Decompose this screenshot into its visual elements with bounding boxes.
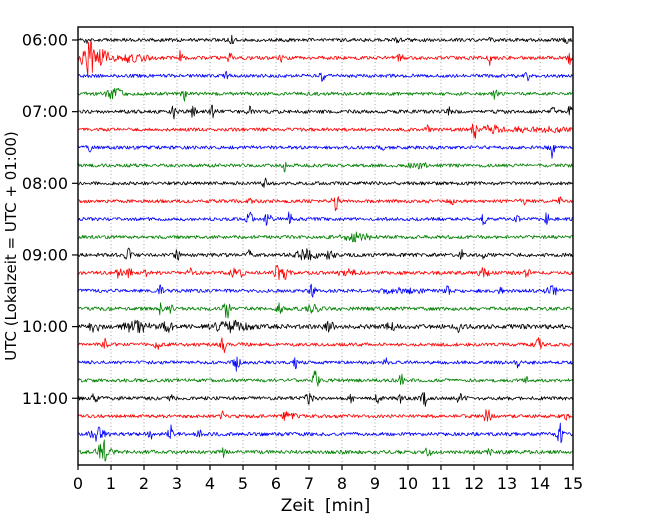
x-tick-label: 5 bbox=[238, 474, 248, 493]
y-tick-label: 09:00 bbox=[22, 245, 68, 264]
y-tick-label: 10:00 bbox=[22, 317, 68, 336]
seismic-traces bbox=[77, 34, 574, 462]
y-tick-label: 11:00 bbox=[22, 389, 68, 408]
x-tick-label: 0 bbox=[73, 474, 83, 493]
trace-06:00 bbox=[77, 34, 574, 45]
x-tick-label: 11 bbox=[431, 474, 451, 493]
x-tick-label: 3 bbox=[172, 474, 182, 493]
trace-08:45 bbox=[77, 231, 574, 243]
trace-09:30 bbox=[77, 283, 574, 298]
x-tick-label: 14 bbox=[530, 474, 550, 493]
trace-08:00 bbox=[77, 177, 574, 188]
x-tick-label: 7 bbox=[304, 474, 314, 493]
trace-07:45 bbox=[77, 161, 574, 173]
trace-10:30 bbox=[77, 356, 574, 372]
x-axis-label: Zeit [min] bbox=[281, 496, 371, 516]
trace-11:30 bbox=[77, 422, 574, 444]
trace-07:15 bbox=[78, 123, 574, 139]
trace-11:15 bbox=[77, 409, 574, 422]
trace-07:00 bbox=[77, 104, 574, 120]
x-axis-ticks: 0 1 2 3 4 5 6 7 8 9 10 11 12 13 14 15 bbox=[73, 465, 583, 493]
trace-10:45 bbox=[77, 370, 574, 387]
x-tick-label: 10 bbox=[398, 474, 418, 493]
trace-11:45 bbox=[77, 439, 574, 462]
x-tick-label: 8 bbox=[337, 474, 347, 493]
x-tick-label: 12 bbox=[464, 474, 484, 493]
x-tick-label: 4 bbox=[205, 474, 215, 493]
trace-09:00 bbox=[77, 247, 574, 261]
trace-06:15 bbox=[77, 41, 574, 78]
x-tick-label: 13 bbox=[497, 474, 517, 493]
x-tick-label: 1 bbox=[106, 474, 116, 493]
trace-10:00 bbox=[77, 319, 574, 334]
trace-06:30 bbox=[77, 71, 574, 82]
x-tick-label: 6 bbox=[271, 474, 281, 493]
y-tick-label: 07:00 bbox=[22, 102, 68, 121]
trace-10:15 bbox=[77, 337, 574, 354]
y-axis-ticks: 06:00 07:00 08:00 09:00 10:00 11:00 bbox=[22, 31, 78, 408]
trace-09:15 bbox=[77, 264, 574, 281]
trace-11:00 bbox=[77, 392, 574, 407]
trace-09:45 bbox=[77, 302, 574, 319]
x-tick-label: 15 bbox=[563, 474, 583, 493]
trace-07:30 bbox=[77, 144, 574, 159]
x-tick-label: 9 bbox=[370, 474, 380, 493]
trace-08:15 bbox=[77, 196, 574, 212]
trace-06:45 bbox=[77, 87, 574, 102]
plot-border bbox=[77, 26, 574, 466]
y-tick-label: 08:00 bbox=[22, 174, 68, 193]
y-axis-label: UTC (Lokalzeit = UTC + 01:00) bbox=[2, 131, 20, 361]
y-tick-label: 06:00 bbox=[22, 31, 68, 50]
x-tick-label: 2 bbox=[139, 474, 149, 493]
trace-08:30 bbox=[77, 211, 574, 226]
